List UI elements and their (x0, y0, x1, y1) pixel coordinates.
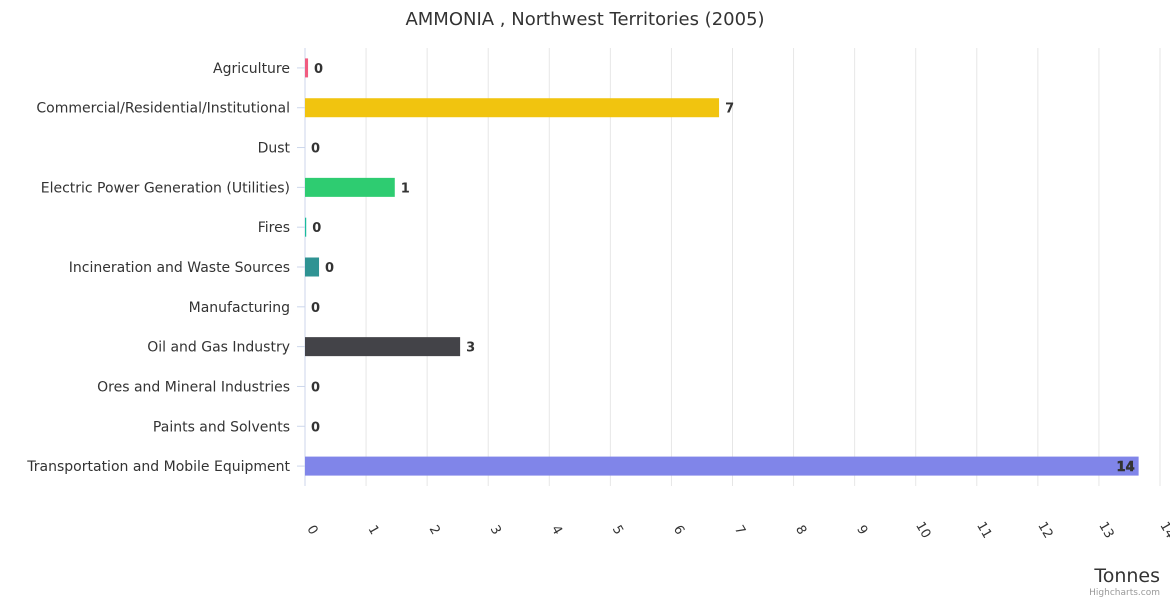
x-tick-labels: 0 1 2 3 4 5 6 7 8 9 10 11 12 13 14 (303, 519, 1170, 541)
bar[interactable] (305, 98, 720, 118)
x-tick-label: 10 (912, 519, 933, 541)
bar[interactable] (305, 217, 307, 237)
x-tick-label: 6 (670, 523, 687, 538)
x-tick-label: 12 (1034, 519, 1055, 541)
value-axis-title: Tonnes (1093, 565, 1160, 587)
bar[interactable] (305, 257, 320, 277)
x-tick-label: 8 (792, 523, 809, 538)
data-label: 7 (725, 102, 734, 117)
category-label: Incineration and Waste Sources (69, 260, 290, 276)
x-tick-label: 5 (609, 523, 626, 538)
category-label: Ores and Mineral Industries (97, 379, 290, 395)
category-label: Manufacturing (189, 300, 290, 316)
data-labels: 0 7 0 1 0 0 0 3 0 0 14 (311, 62, 1135, 475)
x-tick-label: 4 (548, 523, 565, 538)
data-label: 3 (466, 341, 475, 356)
x-tick-label: 9 (853, 523, 870, 538)
data-label: 0 (314, 62, 323, 77)
data-label: 0 (312, 221, 321, 236)
bar[interactable] (305, 337, 461, 357)
data-label: 1 (401, 181, 410, 196)
data-label: 0 (311, 142, 320, 157)
bar[interactable] (305, 58, 309, 78)
x-tick-label: 0 (303, 523, 320, 538)
bar[interactable] (305, 177, 395, 197)
x-tick-label: 2 (426, 523, 443, 538)
data-label: 0 (311, 420, 320, 435)
bars (305, 58, 1139, 476)
data-label: 0 (311, 301, 320, 316)
data-label: 0 (325, 261, 334, 276)
category-label: Agriculture (213, 61, 290, 77)
x-tick-label: 14 (1156, 519, 1170, 541)
x-tick-label: 7 (731, 523, 748, 538)
bar[interactable] (305, 456, 1139, 476)
data-label: 0 (311, 380, 320, 395)
x-tick-label: 13 (1095, 519, 1116, 541)
chart-title: AMMONIA , Northwest Territories (2005) (405, 9, 764, 30)
x-tick-label: 1 (365, 523, 382, 538)
x-tick-label: 11 (973, 519, 994, 541)
category-label: Transportation and Mobile Equipment (26, 459, 290, 475)
category-labels: Agriculture Commercial/Residential/Instit… (26, 61, 290, 475)
category-label: Paints and Solvents (153, 419, 290, 435)
category-label: Oil and Gas Industry (147, 340, 290, 356)
x-tick-label: 3 (487, 523, 504, 538)
credits[interactable]: Highcharts.com (1089, 588, 1160, 598)
category-label: Commercial/Residential/Institutional (36, 101, 290, 117)
category-label: Dust (258, 141, 291, 157)
category-label: Electric Power Generation (Utilities) (41, 180, 290, 196)
data-label: 14 (1117, 460, 1135, 475)
grid-lines (297, 48, 1161, 486)
category-label: Fires (258, 220, 290, 236)
